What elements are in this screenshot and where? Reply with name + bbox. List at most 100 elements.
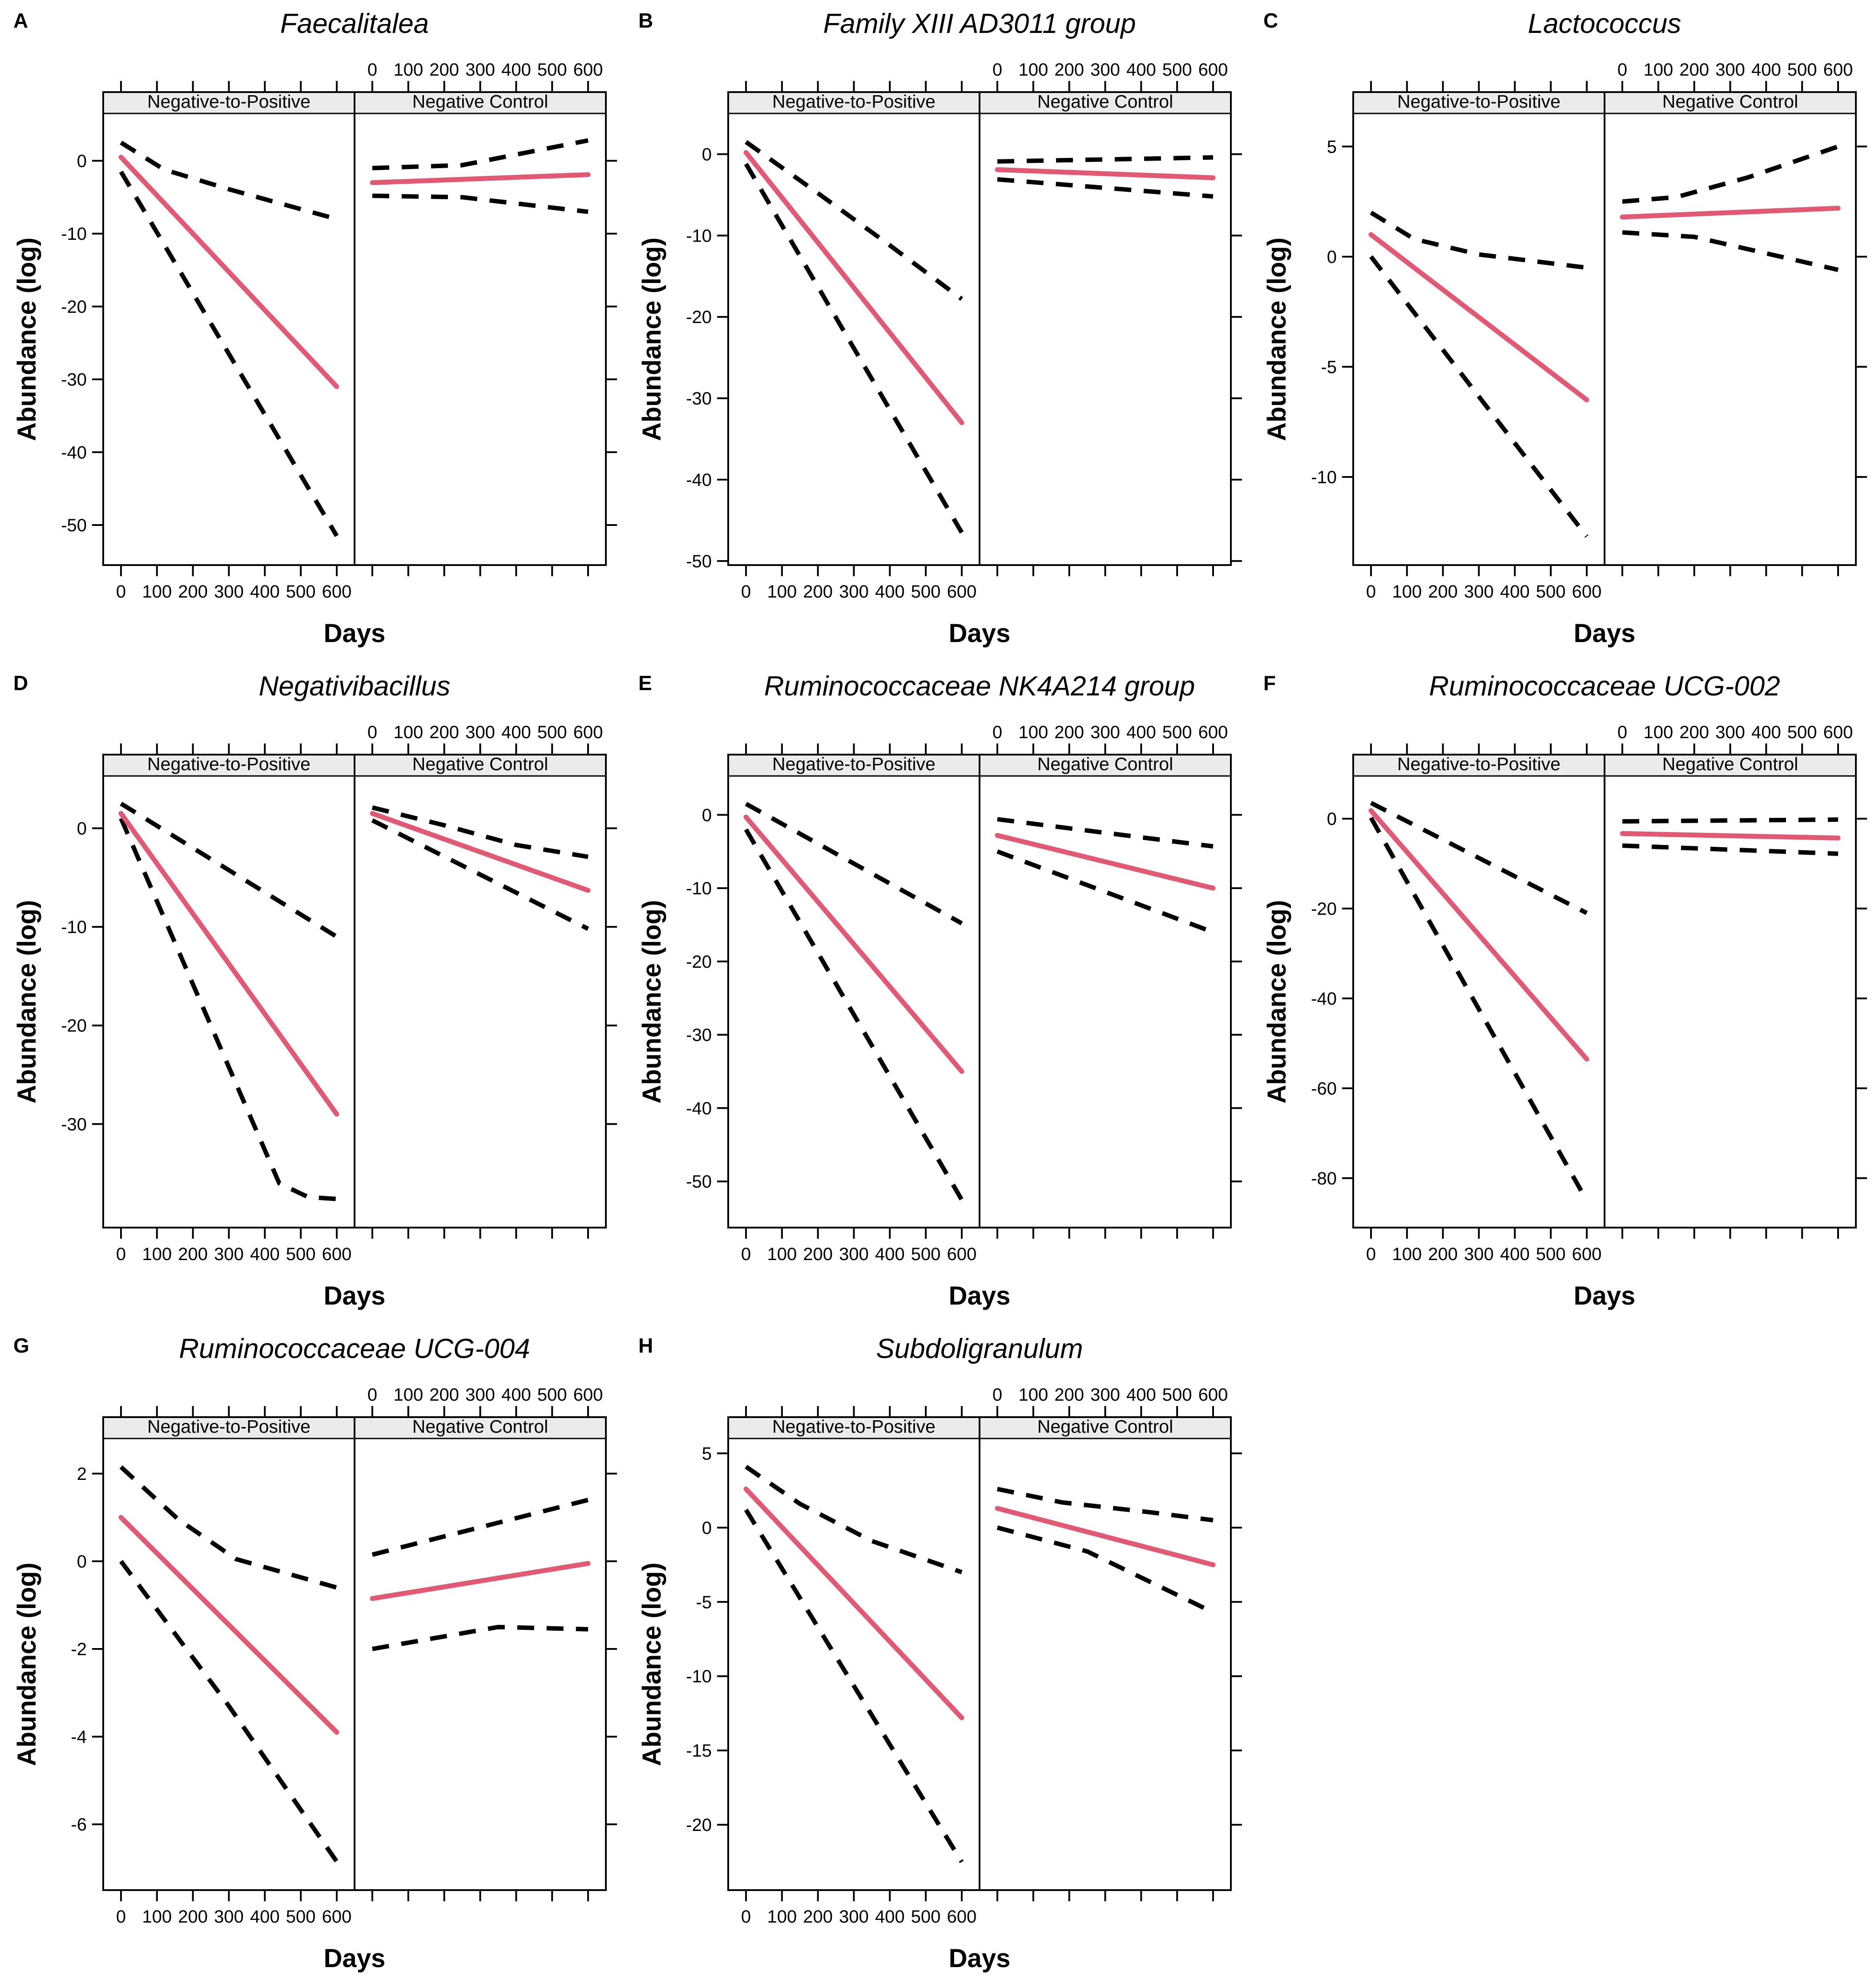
lower-ci-line bbox=[1622, 843, 1839, 856]
strip-header bbox=[979, 754, 1232, 777]
lower-ci-line bbox=[996, 1525, 1214, 1615]
panel-title: Family XIII AD3011 group bbox=[823, 8, 1136, 39]
upper-ci-line bbox=[371, 1498, 589, 1557]
strip-header bbox=[1352, 91, 1605, 114]
x-tick-label-bottom: 200 bbox=[178, 1245, 208, 1264]
y-tick-label: -10 bbox=[686, 226, 712, 246]
x-tick-label-top: 500 bbox=[537, 723, 567, 742]
x-tick-label-top: 300 bbox=[1090, 1385, 1120, 1405]
panel-title: Ruminococcaceae UCG-004 bbox=[179, 1333, 530, 1364]
strip-label: Negative-to-Positive bbox=[772, 91, 935, 112]
panel-svg-c: C Lactococcus Negative-to-Positive Negative… bbox=[1250, 0, 1875, 663]
x-tick-label-bottom: 200 bbox=[178, 582, 208, 602]
fit-line bbox=[370, 1561, 591, 1601]
fit-line bbox=[118, 154, 339, 389]
strip-label: Negative-to-Positive bbox=[1397, 91, 1560, 112]
x-tick-label-top: 200 bbox=[429, 1385, 459, 1405]
y-tick-label: -20 bbox=[686, 952, 712, 972]
y-tick-label: -2 bbox=[71, 1640, 87, 1659]
y-tick-label: 5 bbox=[1327, 137, 1337, 157]
x-axis-title: Days bbox=[324, 619, 386, 648]
y-tick-label: -6 bbox=[71, 1815, 87, 1834]
x-tick-label-top: 300 bbox=[1715, 60, 1745, 80]
fit-line bbox=[370, 811, 591, 893]
lower-ci-line bbox=[372, 194, 589, 214]
panel-b: B Family XIII AD3011 group Negative-to-Pos… bbox=[625, 0, 1250, 663]
upper-ci-line bbox=[372, 138, 589, 170]
x-tick-label-bottom: 200 bbox=[803, 1907, 833, 1927]
strip-header bbox=[102, 754, 355, 777]
x-tick-label-top: 0 bbox=[367, 1385, 377, 1405]
panel-title: Lactococcus bbox=[1528, 8, 1681, 39]
y-tick-label: 0 bbox=[77, 151, 87, 171]
upper-ci-line bbox=[997, 155, 1214, 164]
fit-line bbox=[1368, 232, 1589, 403]
x-tick-label-bottom: 600 bbox=[947, 582, 977, 602]
upper-ci-line bbox=[1370, 801, 1588, 915]
x-tick-label-top: 400 bbox=[1126, 1385, 1156, 1405]
x-tick-label-top: 100 bbox=[1018, 1385, 1048, 1405]
fit-line bbox=[1620, 206, 1841, 220]
x-tick-label-top: 200 bbox=[1679, 723, 1709, 742]
strip-label: Negative-to-Positive bbox=[1397, 754, 1560, 774]
x-tick-label-top: 0 bbox=[367, 60, 377, 80]
x-tick-label-top: 500 bbox=[1787, 723, 1817, 742]
x-axis-title: Days bbox=[324, 1944, 386, 1973]
x-tick-label-bottom: 400 bbox=[1500, 1245, 1530, 1264]
strip-label: Negative-to-Positive bbox=[147, 91, 310, 112]
panel-title: Ruminococcaceae NK4A214 group bbox=[764, 671, 1195, 702]
y-tick-label: -60 bbox=[1311, 1079, 1337, 1099]
panel-g: G Ruminococcaceae UCG-004 Negative-to-Posi… bbox=[0, 1325, 625, 1988]
y-tick-label: -20 bbox=[1311, 899, 1337, 919]
x-tick-label-top: 200 bbox=[1679, 60, 1709, 80]
y-tick-label: 0 bbox=[702, 805, 712, 825]
upper-ci-line bbox=[997, 817, 1214, 849]
x-tick-label-top: 300 bbox=[1090, 60, 1120, 80]
y-tick-label: -30 bbox=[61, 1115, 87, 1134]
y-tick-label: -20 bbox=[61, 1016, 87, 1036]
x-tick-label-top: 0 bbox=[992, 1385, 1002, 1405]
y-tick-label: -15 bbox=[686, 1741, 712, 1761]
y-tick-label: 0 bbox=[1327, 247, 1337, 267]
panel-svg-f: F Ruminococcaceae UCG-002 Negative-to-Posi… bbox=[1250, 663, 1875, 1325]
fit-line bbox=[995, 167, 1216, 180]
y-tick-label: -10 bbox=[61, 224, 87, 244]
x-tick-label-bottom: 0 bbox=[1366, 1245, 1376, 1264]
x-tick-label-top: 600 bbox=[573, 60, 603, 80]
upper-ci-line bbox=[1622, 817, 1839, 824]
x-tick-label-bottom: 400 bbox=[875, 1245, 905, 1264]
x-tick-label-top: 100 bbox=[393, 723, 423, 742]
fit-line bbox=[118, 811, 339, 1117]
x-tick-label-top: 100 bbox=[393, 1385, 423, 1405]
fit-line bbox=[1368, 808, 1589, 1062]
strip-label: Negative-to-Positive bbox=[772, 1416, 935, 1437]
x-tick-label-bottom: 200 bbox=[803, 582, 833, 602]
lower-ci-line bbox=[119, 1560, 339, 1863]
upper-ci-line bbox=[745, 802, 963, 925]
x-tick-label-bottom: 0 bbox=[741, 1245, 751, 1264]
panel-e: E Ruminococcaceae NK4A214 group Negative-t… bbox=[625, 663, 1250, 1325]
y-tick-label: -10 bbox=[1311, 468, 1337, 487]
strip-label: Negative Control bbox=[1662, 91, 1798, 112]
x-tick-label-top: 100 bbox=[1018, 60, 1048, 80]
panel-letter: G bbox=[13, 1334, 29, 1357]
x-tick-label-bottom: 100 bbox=[142, 582, 172, 602]
lower-ci-line bbox=[1622, 230, 1839, 272]
upper-ci-line bbox=[745, 1465, 963, 1575]
y-tick-label: -10 bbox=[686, 1667, 712, 1686]
panel-d: D Negativibacillus Negative-to-Positive Neg… bbox=[0, 663, 625, 1325]
y-tick-label: 0 bbox=[77, 1552, 87, 1572]
y-tick-label: -40 bbox=[61, 443, 87, 462]
x-tick-label-top: 300 bbox=[465, 60, 495, 80]
strip-label: Negative Control bbox=[1037, 1416, 1173, 1437]
x-tick-label-bottom: 600 bbox=[1572, 1245, 1602, 1264]
upper-ci-line bbox=[120, 801, 338, 939]
y-tick-label: -5 bbox=[1321, 357, 1337, 377]
x-tick-label-top: 400 bbox=[501, 723, 531, 742]
strip-header bbox=[102, 91, 355, 114]
x-tick-label-bottom: 200 bbox=[1428, 1245, 1458, 1264]
x-tick-label-bottom: 0 bbox=[116, 1907, 126, 1927]
strip-label: Negative Control bbox=[1037, 754, 1173, 774]
y-tick-label: 2 bbox=[77, 1464, 87, 1484]
